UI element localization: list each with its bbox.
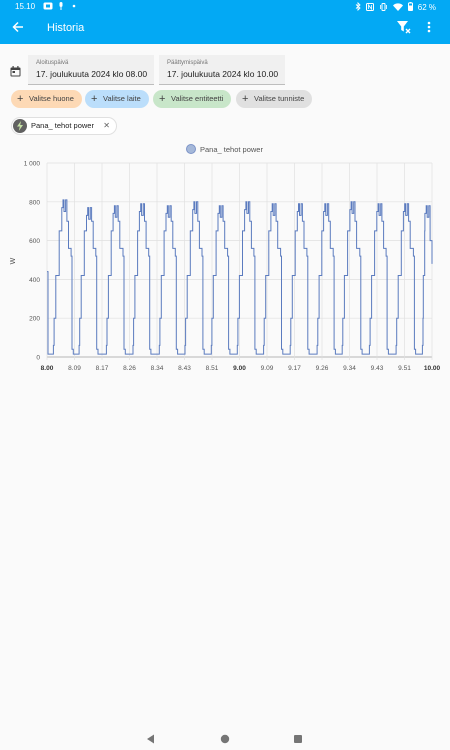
y-tick-label: 200 — [29, 316, 40, 323]
vibrate-icon — [379, 2, 388, 13]
x-tick-label: 9.51 — [398, 365, 411, 372]
more-vert-icon — [427, 21, 431, 33]
status-time: 15.10 — [15, 2, 36, 11]
end-date-value: 17. joulukuuta 2024 klo 10.00 — [167, 69, 279, 79]
y-tick-label: 1 000 — [24, 161, 41, 168]
bluetooth-icon — [355, 1, 361, 13]
choose-area-chip[interactable]: + Valitse huone — [11, 90, 82, 108]
x-tick-label: 8.26 — [123, 365, 136, 372]
x-tick-label: 8.43 — [178, 365, 191, 372]
battery-icon — [407, 2, 413, 13]
choose-label-chip[interactable]: + Valitse tunniste — [236, 90, 313, 108]
legend-swatch — [186, 144, 196, 154]
calendar-icon — [10, 64, 21, 82]
remove-entity-button[interactable]: ✕ — [103, 121, 110, 130]
flash-icon — [13, 119, 27, 133]
nav-back-icon — [147, 734, 154, 744]
nav-recents-icon — [294, 735, 302, 743]
x-tick-label: 9.00 — [233, 365, 246, 372]
end-date-field[interactable]: Päättymispäivä 17. joulukuuta 2024 klo 1… — [159, 55, 285, 85]
notification-dot-icon — [72, 2, 76, 12]
choose-entity-chip[interactable]: + Valitse entiteetti — [153, 90, 232, 108]
voice-notification-icon — [58, 2, 64, 12]
arrow-back-icon — [12, 21, 23, 33]
y-tick-label: 400 — [29, 277, 40, 284]
back-button[interactable] — [12, 20, 24, 36]
x-tick-label: 9.17 — [288, 365, 301, 372]
system-nav-bar — [0, 725, 450, 750]
nav-recents-button[interactable] — [293, 731, 303, 749]
choose-device-chip[interactable]: + Valitse laite — [85, 90, 149, 108]
nav-back-button[interactable] — [146, 731, 155, 749]
x-tick-label: 10.00 — [424, 365, 441, 372]
filter-remove-icon — [397, 21, 411, 34]
plus-icon: + — [242, 93, 249, 105]
app-notification-icon — [43, 2, 53, 12]
y-tick-label: 800 — [29, 199, 40, 206]
history-chart: 0 200 400 600 800 1 000 8.00 8.09 8.17 8.26 8.34 8… — [10, 161, 441, 373]
selected-entity-label: Pana_ tehot power — [31, 121, 94, 130]
selected-entity-chip[interactable]: Pana_ tehot power ✕ — [11, 117, 117, 135]
choose-area-label: Valitse huone — [29, 94, 74, 103]
plus-icon: + — [159, 93, 166, 105]
choose-device-label: Valitse laite — [103, 94, 141, 103]
y-axis-label: W — [10, 257, 17, 264]
x-tick-label: 9.09 — [261, 365, 274, 372]
y-tick-label: 600 — [29, 238, 40, 245]
x-tick-label: 8.00 — [41, 365, 54, 372]
choose-entity-label: Valitse entiteetti — [171, 94, 224, 103]
battery-percent: 62 % — [417, 3, 436, 12]
end-date-label: Päättymispäivä — [167, 60, 208, 66]
x-tick-label: 8.09 — [68, 365, 81, 372]
series-line — [47, 199, 433, 355]
wifi-icon — [392, 2, 403, 13]
clear-filter-button[interactable] — [396, 19, 412, 40]
x-tick-label: 9.43 — [371, 365, 384, 372]
start-date-field[interactable]: Aloituspäivä 17. joulukuuta 2024 klo 08.… — [28, 55, 154, 85]
nav-home-icon — [220, 734, 230, 744]
start-date-label: Aloituspäivä — [36, 60, 69, 66]
x-tick-label: 8.34 — [151, 365, 164, 372]
x-tick-label: 8.51 — [206, 365, 219, 372]
app-bar: Historia — [0, 14, 450, 44]
x-tick-label: 9.26 — [316, 365, 329, 372]
choose-label-label: Valitse tunniste — [254, 94, 305, 103]
x-tick-label: 8.17 — [96, 365, 109, 372]
plus-icon: + — [17, 93, 24, 105]
status-bar: 15.10 62 % — [0, 0, 450, 14]
chart-legend[interactable]: Pana_ tehot power — [186, 144, 263, 154]
legend-label: Pana_ tehot power — [200, 144, 263, 154]
plus-icon: + — [91, 93, 98, 105]
nfc-icon — [365, 2, 374, 13]
nav-home-button[interactable] — [220, 731, 230, 749]
start-date-value: 17. joulukuuta 2024 klo 08.00 — [36, 69, 148, 79]
y-tick-label: 0 — [36, 355, 40, 362]
x-tick-label: 9.34 — [343, 365, 356, 372]
more-options-button[interactable] — [426, 20, 432, 37]
page-title: Historia — [47, 22, 85, 34]
